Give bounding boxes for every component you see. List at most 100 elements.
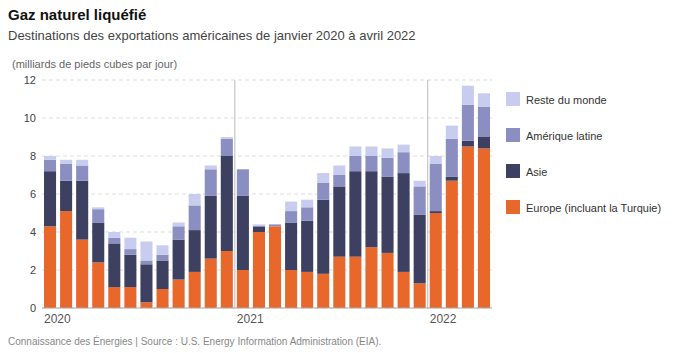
bar-segment bbox=[205, 166, 217, 170]
bar-segment bbox=[253, 224, 265, 226]
bar-segment bbox=[398, 152, 410, 173]
x-tick-label: 2021 bbox=[237, 312, 264, 326]
bar-segment bbox=[44, 156, 56, 160]
bar-segment bbox=[205, 196, 217, 259]
bar-segment bbox=[237, 270, 249, 308]
bar-segment bbox=[462, 105, 474, 141]
grid bbox=[42, 80, 492, 308]
bar-segment bbox=[253, 232, 265, 308]
source: Connaissance des Énergies | Source : U.S… bbox=[8, 335, 381, 347]
bar-segment bbox=[398, 145, 410, 153]
bar-segment bbox=[189, 205, 201, 230]
bar-segment bbox=[285, 270, 297, 308]
bar-segment bbox=[221, 139, 233, 156]
bar-segment bbox=[462, 147, 474, 309]
bar-segment bbox=[92, 207, 104, 209]
bar-segment bbox=[173, 280, 185, 309]
bar-segment bbox=[157, 245, 169, 255]
bar-segment bbox=[382, 253, 394, 308]
title: Gaz naturel liquéfié bbox=[8, 6, 146, 23]
bar-segment bbox=[60, 164, 72, 181]
legend-label: Reste du monde bbox=[526, 94, 607, 106]
bar-segment bbox=[430, 156, 442, 164]
bar-segment bbox=[349, 257, 361, 308]
group-separator bbox=[427, 80, 428, 308]
bar-segment bbox=[398, 272, 410, 308]
bar-segment bbox=[365, 247, 377, 308]
bar-segment bbox=[301, 207, 313, 220]
bar-segment bbox=[124, 255, 136, 287]
bar-segment bbox=[92, 223, 104, 263]
bar-segment bbox=[221, 137, 233, 139]
group-separator bbox=[234, 80, 235, 308]
bar-segment bbox=[478, 148, 490, 308]
bar-segment bbox=[221, 156, 233, 251]
bar-segment bbox=[189, 194, 201, 205]
bar-segment bbox=[333, 186, 345, 256]
bar-segment bbox=[237, 196, 249, 270]
bar-segment bbox=[140, 242, 152, 261]
bar-segment bbox=[317, 200, 329, 274]
bar-segment bbox=[92, 209, 104, 222]
bar-segment bbox=[269, 224, 281, 225]
bar-segment bbox=[365, 147, 377, 157]
bar-segment bbox=[157, 289, 169, 308]
subtitle: Destinations des exportations américaine… bbox=[8, 28, 416, 43]
bar-segment bbox=[382, 177, 394, 253]
bar-segment bbox=[76, 166, 88, 181]
grid-line bbox=[42, 156, 492, 157]
bar-segment bbox=[44, 171, 56, 226]
bar-segment bbox=[349, 171, 361, 257]
x-axis-line bbox=[42, 308, 492, 309]
legend-swatch bbox=[506, 200, 520, 214]
bar-segment bbox=[237, 169, 249, 196]
bars bbox=[44, 86, 490, 308]
bar-segment bbox=[446, 126, 458, 139]
y-tick-label: 12 bbox=[24, 74, 36, 86]
bar-segment bbox=[382, 158, 394, 177]
y-tick-label: 2 bbox=[30, 264, 36, 276]
bar-segment bbox=[124, 238, 136, 249]
bar-segment bbox=[44, 160, 56, 171]
bar-segment bbox=[140, 261, 152, 265]
grid-line bbox=[42, 308, 492, 309]
bar-segment bbox=[333, 166, 345, 176]
bar-segment bbox=[253, 226, 265, 232]
bar-segment bbox=[140, 302, 152, 308]
bar-segment bbox=[414, 186, 426, 215]
grid-line bbox=[42, 118, 492, 119]
bar-segment bbox=[430, 213, 442, 308]
bar-segment bbox=[349, 147, 361, 157]
legend-label: Europe (incluant la Turquie) bbox=[526, 202, 661, 214]
bar-segment bbox=[317, 173, 329, 183]
legend: Reste du mondeAmérique latineAsieEurope … bbox=[506, 92, 661, 214]
legend-swatch bbox=[506, 128, 520, 142]
bar-segment bbox=[124, 287, 136, 308]
bar-segment bbox=[189, 272, 201, 308]
bar-segment bbox=[398, 173, 410, 272]
grid-line bbox=[42, 80, 492, 81]
bar-segment bbox=[173, 226, 185, 239]
bar-segment bbox=[430, 211, 442, 213]
x-tick-label: 2022 bbox=[430, 312, 457, 326]
y-tick-label: 4 bbox=[30, 226, 36, 238]
bar-segment bbox=[108, 238, 120, 244]
bar-segment bbox=[92, 262, 104, 308]
bar-segment bbox=[205, 259, 217, 308]
bar-segment bbox=[108, 287, 120, 308]
bar-segment bbox=[76, 240, 88, 308]
bar-segment bbox=[301, 221, 313, 272]
bar-segment bbox=[140, 264, 152, 302]
y-tick-label: 6 bbox=[30, 188, 36, 200]
y-tick-label: 8 bbox=[30, 150, 36, 162]
bar-segment bbox=[349, 156, 361, 171]
bar-segment bbox=[414, 181, 426, 187]
bar-segment bbox=[382, 148, 394, 158]
bar-segment bbox=[462, 86, 474, 105]
bar-segment bbox=[333, 175, 345, 186]
bar-segment bbox=[269, 224, 281, 226]
bar-segment bbox=[189, 230, 201, 272]
bar-segment bbox=[414, 283, 426, 308]
bar-segment bbox=[108, 232, 120, 238]
bar-segment bbox=[205, 169, 217, 196]
